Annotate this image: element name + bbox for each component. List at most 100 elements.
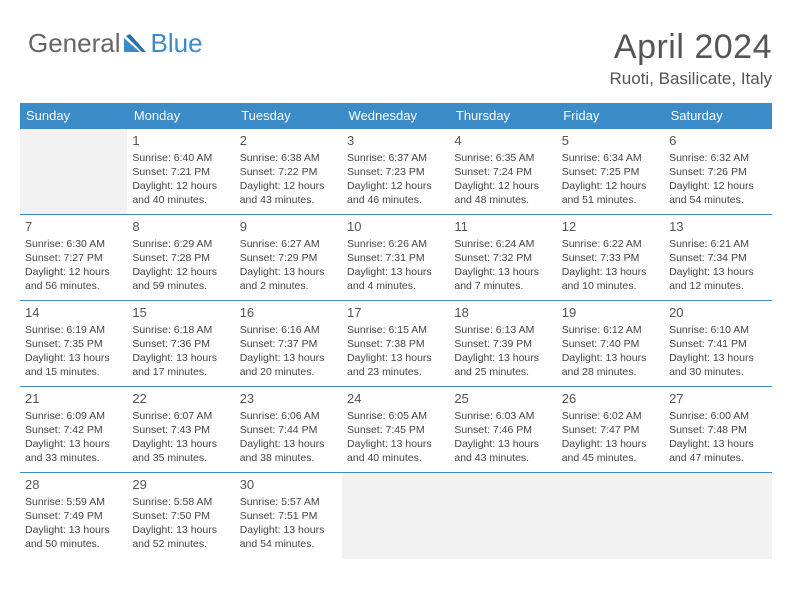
day-info: Sunrise: 6:02 AMSunset: 7:47 PMDaylight:… bbox=[562, 409, 659, 466]
day-number: 30 bbox=[240, 476, 337, 494]
day-info: Sunrise: 6:40 AMSunset: 7:21 PMDaylight:… bbox=[132, 151, 229, 208]
location: Ruoti, Basilicate, Italy bbox=[609, 69, 772, 89]
weekday-header: Friday bbox=[557, 103, 664, 129]
day-number: 16 bbox=[240, 304, 337, 322]
day-info: Sunrise: 6:06 AMSunset: 7:44 PMDaylight:… bbox=[240, 409, 337, 466]
day-info: Sunrise: 6:30 AMSunset: 7:27 PMDaylight:… bbox=[25, 237, 122, 294]
calendar-cell: 2Sunrise: 6:38 AMSunset: 7:22 PMDaylight… bbox=[235, 129, 342, 215]
calendar-cell: 9Sunrise: 6:27 AMSunset: 7:29 PMDaylight… bbox=[235, 215, 342, 301]
day-info: Sunrise: 6:35 AMSunset: 7:24 PMDaylight:… bbox=[454, 151, 551, 208]
day-number: 22 bbox=[132, 390, 229, 408]
day-number: 23 bbox=[240, 390, 337, 408]
day-number: 17 bbox=[347, 304, 444, 322]
calendar-cell: 15Sunrise: 6:18 AMSunset: 7:36 PMDayligh… bbox=[127, 301, 234, 387]
header: General Blue April 2024 Ruoti, Basilicat… bbox=[0, 0, 792, 89]
weekday-header: Saturday bbox=[664, 103, 771, 129]
calendar-cell: 26Sunrise: 6:02 AMSunset: 7:47 PMDayligh… bbox=[557, 387, 664, 473]
calendar-cell: 19Sunrise: 6:12 AMSunset: 7:40 PMDayligh… bbox=[557, 301, 664, 387]
calendar-cell: 27Sunrise: 6:00 AMSunset: 7:48 PMDayligh… bbox=[664, 387, 771, 473]
calendar-cell: 8Sunrise: 6:29 AMSunset: 7:28 PMDaylight… bbox=[127, 215, 234, 301]
calendar-cell: 1Sunrise: 6:40 AMSunset: 7:21 PMDaylight… bbox=[127, 129, 234, 215]
day-info: Sunrise: 6:18 AMSunset: 7:36 PMDaylight:… bbox=[132, 323, 229, 380]
day-info: Sunrise: 6:24 AMSunset: 7:32 PMDaylight:… bbox=[454, 237, 551, 294]
day-number: 1 bbox=[132, 132, 229, 150]
day-info: Sunrise: 6:38 AMSunset: 7:22 PMDaylight:… bbox=[240, 151, 337, 208]
weekday-header: Thursday bbox=[449, 103, 556, 129]
day-info: Sunrise: 6:21 AMSunset: 7:34 PMDaylight:… bbox=[669, 237, 766, 294]
calendar-cell: 16Sunrise: 6:16 AMSunset: 7:37 PMDayligh… bbox=[235, 301, 342, 387]
day-info: Sunrise: 5:58 AMSunset: 7:50 PMDaylight:… bbox=[132, 495, 229, 552]
weekday-header: Wednesday bbox=[342, 103, 449, 129]
calendar-cell: 13Sunrise: 6:21 AMSunset: 7:34 PMDayligh… bbox=[664, 215, 771, 301]
day-number: 8 bbox=[132, 218, 229, 236]
day-number: 29 bbox=[132, 476, 229, 494]
calendar-cell: 18Sunrise: 6:13 AMSunset: 7:39 PMDayligh… bbox=[449, 301, 556, 387]
calendar-cell: 21Sunrise: 6:09 AMSunset: 7:42 PMDayligh… bbox=[20, 387, 127, 473]
calendar-row: 1Sunrise: 6:40 AMSunset: 7:21 PMDaylight… bbox=[20, 129, 772, 215]
logo-triangle-icon bbox=[124, 28, 148, 59]
calendar-cell bbox=[449, 473, 556, 559]
day-info: Sunrise: 6:05 AMSunset: 7:45 PMDaylight:… bbox=[347, 409, 444, 466]
day-number: 6 bbox=[669, 132, 766, 150]
calendar-row: 7Sunrise: 6:30 AMSunset: 7:27 PMDaylight… bbox=[20, 215, 772, 301]
day-number: 9 bbox=[240, 218, 337, 236]
calendar-table: Sunday Monday Tuesday Wednesday Thursday… bbox=[20, 103, 772, 559]
day-info: Sunrise: 5:59 AMSunset: 7:49 PMDaylight:… bbox=[25, 495, 122, 552]
logo-text-general: General bbox=[28, 28, 121, 59]
calendar-cell: 7Sunrise: 6:30 AMSunset: 7:27 PMDaylight… bbox=[20, 215, 127, 301]
calendar-cell: 25Sunrise: 6:03 AMSunset: 7:46 PMDayligh… bbox=[449, 387, 556, 473]
day-number: 15 bbox=[132, 304, 229, 322]
calendar-cell: 17Sunrise: 6:15 AMSunset: 7:38 PMDayligh… bbox=[342, 301, 449, 387]
day-number: 5 bbox=[562, 132, 659, 150]
calendar-cell: 20Sunrise: 6:10 AMSunset: 7:41 PMDayligh… bbox=[664, 301, 771, 387]
day-info: Sunrise: 6:37 AMSunset: 7:23 PMDaylight:… bbox=[347, 151, 444, 208]
calendar-row: 28Sunrise: 5:59 AMSunset: 7:49 PMDayligh… bbox=[20, 473, 772, 559]
day-number: 18 bbox=[454, 304, 551, 322]
calendar-cell: 24Sunrise: 6:05 AMSunset: 7:45 PMDayligh… bbox=[342, 387, 449, 473]
calendar-row: 21Sunrise: 6:09 AMSunset: 7:42 PMDayligh… bbox=[20, 387, 772, 473]
calendar-cell bbox=[557, 473, 664, 559]
day-info: Sunrise: 6:12 AMSunset: 7:40 PMDaylight:… bbox=[562, 323, 659, 380]
day-number: 10 bbox=[347, 218, 444, 236]
calendar-cell: 5Sunrise: 6:34 AMSunset: 7:25 PMDaylight… bbox=[557, 129, 664, 215]
weekday-header: Sunday bbox=[20, 103, 127, 129]
weekday-header: Monday bbox=[127, 103, 234, 129]
day-info: Sunrise: 6:16 AMSunset: 7:37 PMDaylight:… bbox=[240, 323, 337, 380]
calendar-cell: 29Sunrise: 5:58 AMSunset: 7:50 PMDayligh… bbox=[127, 473, 234, 559]
day-info: Sunrise: 6:32 AMSunset: 7:26 PMDaylight:… bbox=[669, 151, 766, 208]
calendar-cell bbox=[664, 473, 771, 559]
day-info: Sunrise: 6:29 AMSunset: 7:28 PMDaylight:… bbox=[132, 237, 229, 294]
day-number: 14 bbox=[25, 304, 122, 322]
day-info: Sunrise: 6:10 AMSunset: 7:41 PMDaylight:… bbox=[669, 323, 766, 380]
calendar-cell: 4Sunrise: 6:35 AMSunset: 7:24 PMDaylight… bbox=[449, 129, 556, 215]
day-info: Sunrise: 6:26 AMSunset: 7:31 PMDaylight:… bbox=[347, 237, 444, 294]
calendar-cell: 6Sunrise: 6:32 AMSunset: 7:26 PMDaylight… bbox=[664, 129, 771, 215]
day-number: 12 bbox=[562, 218, 659, 236]
day-info: Sunrise: 6:19 AMSunset: 7:35 PMDaylight:… bbox=[25, 323, 122, 380]
day-info: Sunrise: 6:03 AMSunset: 7:46 PMDaylight:… bbox=[454, 409, 551, 466]
day-number: 27 bbox=[669, 390, 766, 408]
calendar-cell: 10Sunrise: 6:26 AMSunset: 7:31 PMDayligh… bbox=[342, 215, 449, 301]
logo: General Blue bbox=[28, 28, 203, 59]
day-number: 7 bbox=[25, 218, 122, 236]
day-number: 13 bbox=[669, 218, 766, 236]
calendar-row: 14Sunrise: 6:19 AMSunset: 7:35 PMDayligh… bbox=[20, 301, 772, 387]
calendar-cell: 11Sunrise: 6:24 AMSunset: 7:32 PMDayligh… bbox=[449, 215, 556, 301]
day-info: Sunrise: 6:27 AMSunset: 7:29 PMDaylight:… bbox=[240, 237, 337, 294]
calendar-cell: 28Sunrise: 5:59 AMSunset: 7:49 PMDayligh… bbox=[20, 473, 127, 559]
calendar-cell bbox=[20, 129, 127, 215]
title-block: April 2024 Ruoti, Basilicate, Italy bbox=[609, 28, 772, 89]
day-info: Sunrise: 6:15 AMSunset: 7:38 PMDaylight:… bbox=[347, 323, 444, 380]
day-number: 20 bbox=[669, 304, 766, 322]
day-number: 2 bbox=[240, 132, 337, 150]
day-number: 28 bbox=[25, 476, 122, 494]
day-number: 21 bbox=[25, 390, 122, 408]
calendar-cell bbox=[342, 473, 449, 559]
calendar-cell: 23Sunrise: 6:06 AMSunset: 7:44 PMDayligh… bbox=[235, 387, 342, 473]
day-number: 4 bbox=[454, 132, 551, 150]
day-number: 3 bbox=[347, 132, 444, 150]
page-title: April 2024 bbox=[609, 28, 772, 67]
day-number: 11 bbox=[454, 218, 551, 236]
weekday-header: Tuesday bbox=[235, 103, 342, 129]
logo-text-blue: Blue bbox=[151, 28, 203, 59]
